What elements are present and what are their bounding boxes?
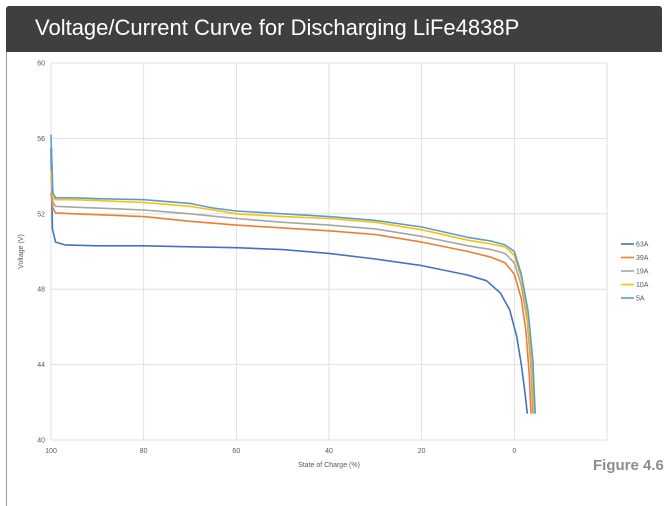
figure-label: Figure 4.6 [593,457,664,474]
series-layer [50,134,536,414]
x-tick-label: 100 [45,448,57,455]
y-tick-label: 48 [37,287,45,294]
legend-label: 63A [636,242,649,249]
legend: 63A 39A 19A 10A 5A [621,242,649,303]
legend-label: 19A [636,269,649,276]
y-axis-title: Voltage (V) [18,234,25,269]
y-tick-label: 56 [37,136,45,143]
y-tick-label: 44 [37,362,45,369]
grid-layer [50,62,608,441]
x-tick-label: 0 [512,448,516,455]
title-bar: Voltage/Current Curve for Discharging Li… [6,6,662,52]
y-tick-label: 40 [37,438,45,445]
x-axis-title: State of Charge (%) [298,462,360,469]
series-line-39a [50,192,532,414]
series-line-63a [50,147,529,414]
page-title: Voltage/Current Curve for Discharging Li… [35,15,520,40]
x-tick-label: 20 [418,448,426,455]
x-tick-label: 40 [325,448,333,455]
x-tick-label: 60 [232,448,240,455]
x-tick-label: 80 [140,448,148,455]
series-line-5a [50,134,536,414]
legend-label: 5A [636,296,645,303]
legend-label: 39A [636,255,649,262]
legend-label: 10A [636,282,649,289]
left-rule [6,52,7,506]
y-tick-label: 52 [37,211,45,218]
y-tick-label: 60 [37,61,45,68]
series-line-19a [50,176,534,414]
series-line-10a [50,170,536,414]
axis-layer: 40 44 48 52 56 60 100 80 60 40 20 0 [37,61,516,456]
